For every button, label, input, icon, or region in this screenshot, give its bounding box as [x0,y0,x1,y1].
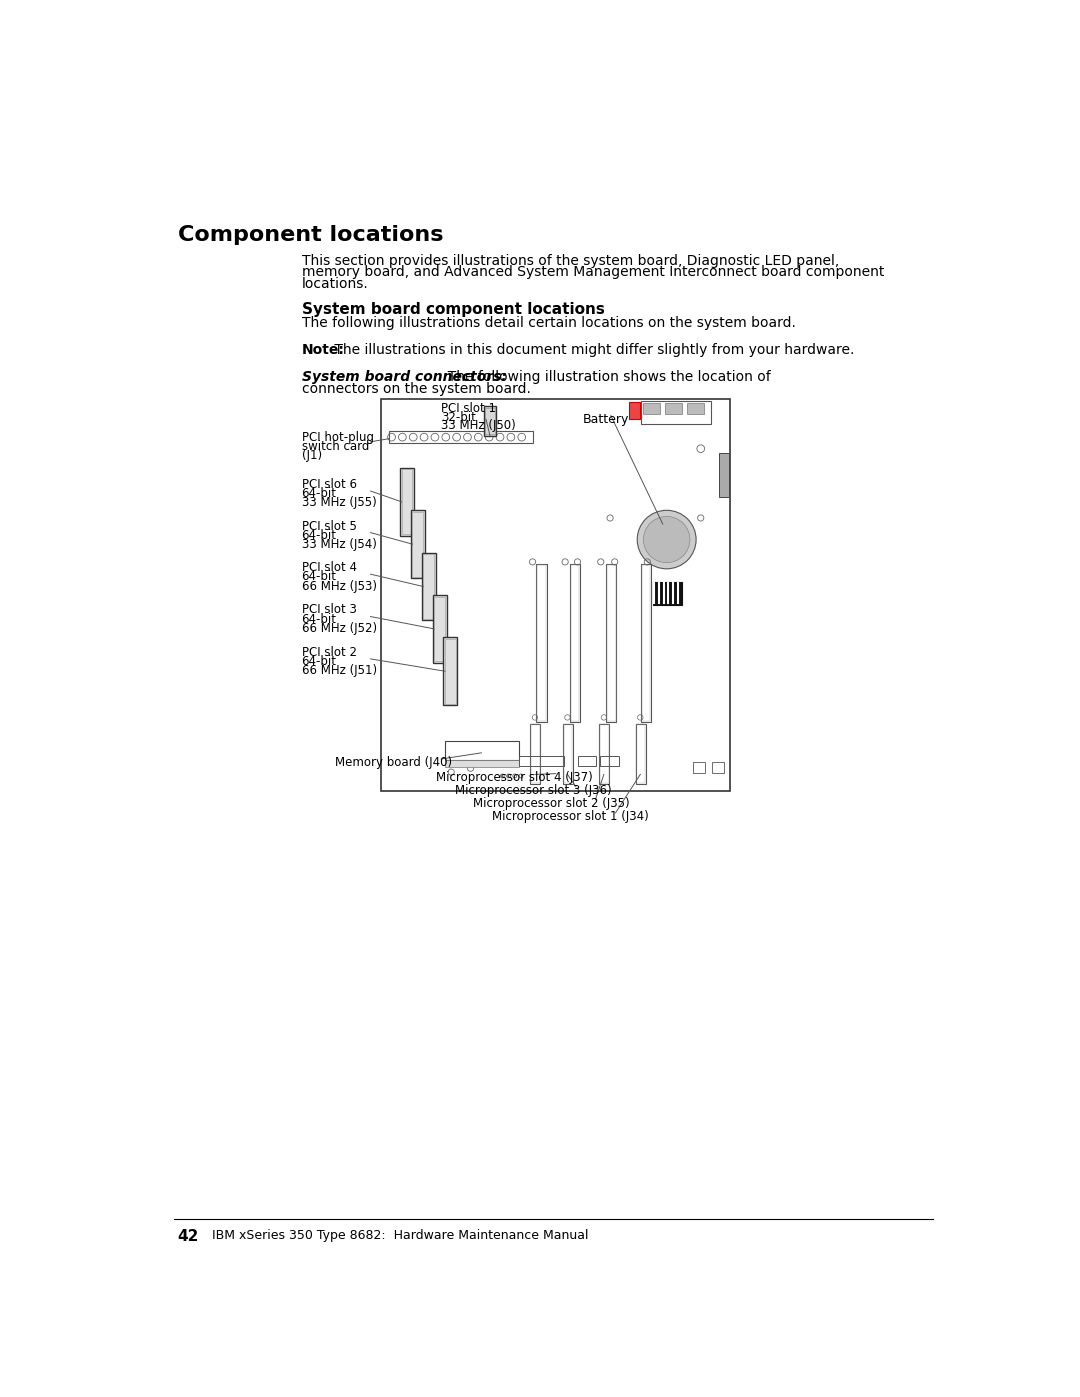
Text: Note:: Note: [301,344,345,358]
Text: 32-bit: 32-bit [441,411,476,423]
Text: 42: 42 [177,1229,199,1243]
Bar [445,638,456,704]
Bar [570,564,580,722]
Circle shape [644,517,690,563]
Text: PCI slot 1: PCI slot 1 [441,402,496,415]
Bar [519,756,565,766]
Text: Component locations: Component locations [177,225,443,246]
Circle shape [637,510,697,569]
Text: 64-bit: 64-bit [301,529,337,542]
Text: connectors on the system board.: connectors on the system board. [301,381,530,395]
Bar [599,724,609,784]
Bar [485,408,495,434]
Bar [537,564,545,721]
Bar [665,404,683,414]
Text: PCI slot 4: PCI slot 4 [301,562,356,574]
Bar [531,725,540,782]
Text: 33 MHz (J54): 33 MHz (J54) [301,538,377,550]
Text: The illustrations in this document might differ slightly from your hardware.: The illustrations in this document might… [330,344,854,358]
Text: (J1): (J1) [301,450,322,462]
Bar [630,402,640,419]
Text: PCI hot-plug: PCI hot-plug [301,432,374,444]
Text: System board component locations: System board component locations [301,302,605,317]
Bar [642,401,711,425]
Text: This section provides illustrations of the system board, Diagnostic LED panel,: This section provides illustrations of t… [301,254,839,268]
Bar [687,404,704,414]
Bar [564,725,572,782]
Bar [484,407,496,436]
Text: 33 MHz (J50): 33 MHz (J50) [441,419,516,433]
Bar [636,725,645,782]
Bar [600,756,619,766]
Bar [607,564,616,721]
Text: 64-bit: 64-bit [301,613,337,626]
Bar [606,564,617,722]
Text: 64-bit: 64-bit [301,570,337,584]
Bar [410,510,424,578]
Bar [444,637,458,705]
Bar [433,595,446,662]
Text: PCI slot 5: PCI slot 5 [301,520,356,532]
Bar [578,756,596,766]
Bar [445,760,518,767]
Text: memory board, and Advanced System Management Interconnect board component: memory board, and Advanced System Manage… [301,265,885,279]
Text: 66 MHz (J51): 66 MHz (J51) [301,665,377,678]
Text: Microprocessor slot 3 (J36): Microprocessor slot 3 (J36) [455,784,611,796]
Text: locations.: locations. [301,277,368,291]
Text: 64-bit: 64-bit [301,655,337,668]
Bar [642,564,651,722]
Bar [422,553,435,620]
Text: 33 MHz (J55): 33 MHz (J55) [301,496,376,510]
Bar [423,555,434,619]
Bar [636,724,646,784]
Bar [652,583,683,605]
Text: 64-bit: 64-bit [301,488,337,500]
Text: Microprocessor slot 4 (J37): Microprocessor slot 4 (J37) [435,771,593,784]
Bar [381,398,730,791]
Bar [600,725,608,782]
Bar [570,564,579,721]
Bar [445,742,518,760]
Text: The following illustrations detail certain locations on the system board.: The following illustrations detail certa… [301,316,796,330]
Bar [693,763,705,773]
Text: Memory board (J40): Memory board (J40) [335,756,453,768]
Bar [642,564,650,721]
Text: 66 MHz (J53): 66 MHz (J53) [301,580,377,592]
Bar [434,597,445,661]
Bar [402,469,413,534]
Bar [400,468,414,535]
Bar [719,453,729,497]
Text: PCI slot 3: PCI slot 3 [301,604,356,616]
Text: 66 MHz (J52): 66 MHz (J52) [301,622,377,636]
Text: PCI slot 2: PCI slot 2 [301,645,356,659]
Bar [563,724,572,784]
Bar [389,432,532,443]
Text: switch card: switch card [301,440,369,453]
Bar [530,724,540,784]
Text: PCI slot 6: PCI slot 6 [301,478,356,490]
Bar [413,511,423,577]
Text: IBM xSeries 350 Type 8682:  Hardware Maintenance Manual: IBM xSeries 350 Type 8682: Hardware Main… [213,1229,589,1242]
Bar [537,564,546,722]
Bar [712,763,724,773]
Text: Microprocessor slot 1 (J34): Microprocessor slot 1 (J34) [491,810,648,823]
Text: System board connectors:: System board connectors: [301,370,507,384]
Text: The following illustration shows the location of: The following illustration shows the loc… [438,370,770,384]
Text: Microprocessor slot 2 (J35): Microprocessor slot 2 (J35) [473,796,630,810]
Bar [644,404,661,414]
Text: Battery: Battery [583,412,630,426]
